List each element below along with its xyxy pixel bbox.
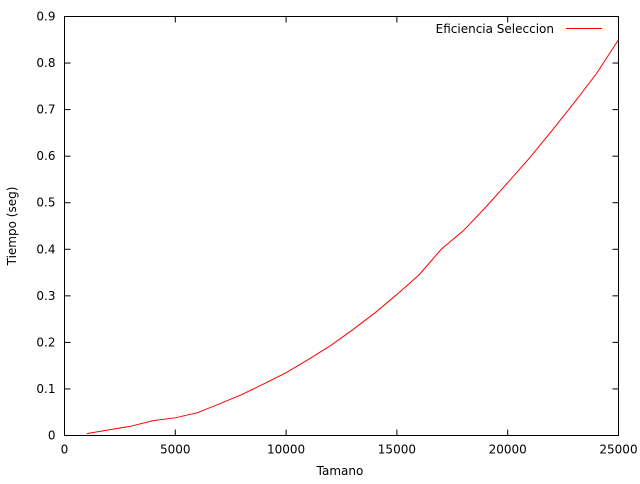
x-tick-label: 25000 — [599, 443, 637, 457]
y-tick-label: 0 — [48, 429, 56, 443]
y-tick-label: 0.3 — [36, 289, 55, 303]
x-tick-label: 5000 — [160, 443, 191, 457]
x-axis-ticks: 0 5000 10000 15000 20000 25000 — [61, 16, 638, 457]
y-tick-label: 0.1 — [36, 382, 55, 396]
y-axis-ticks: 0 0.1 0.2 0.3 0.4 0.5 0.6 0.7 0.8 0.9 — [36, 10, 619, 443]
legend: Eficiencia Seleccion — [436, 22, 602, 36]
x-tick-label: 20000 — [489, 443, 527, 457]
x-axis-label: Tamano — [316, 464, 364, 478]
y-tick-label: 0.4 — [36, 242, 55, 256]
y-tick-label: 0.2 — [36, 335, 55, 349]
x-tick-label: 10000 — [267, 443, 305, 457]
x-tick-label: 15000 — [378, 443, 416, 457]
y-tick-label: 0.8 — [36, 56, 55, 70]
y-tick-label: 0.6 — [36, 149, 55, 163]
series-line — [86, 39, 619, 435]
legend-label: Eficiencia Seleccion — [436, 22, 554, 36]
y-axis-label: Tiempo (seg) — [5, 187, 19, 267]
y-tick-label: 0.7 — [36, 103, 55, 117]
x-tick-label: 0 — [61, 443, 69, 457]
series-layer — [86, 39, 619, 435]
y-tick-label: 0.9 — [36, 10, 55, 24]
plot-frame — [64, 16, 619, 436]
y-tick-label: 0.5 — [36, 196, 55, 210]
